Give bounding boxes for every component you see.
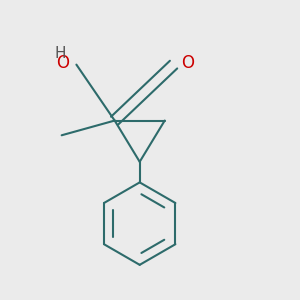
Text: O: O (56, 54, 69, 72)
Text: H: H (54, 46, 66, 61)
Text: O: O (181, 54, 194, 72)
